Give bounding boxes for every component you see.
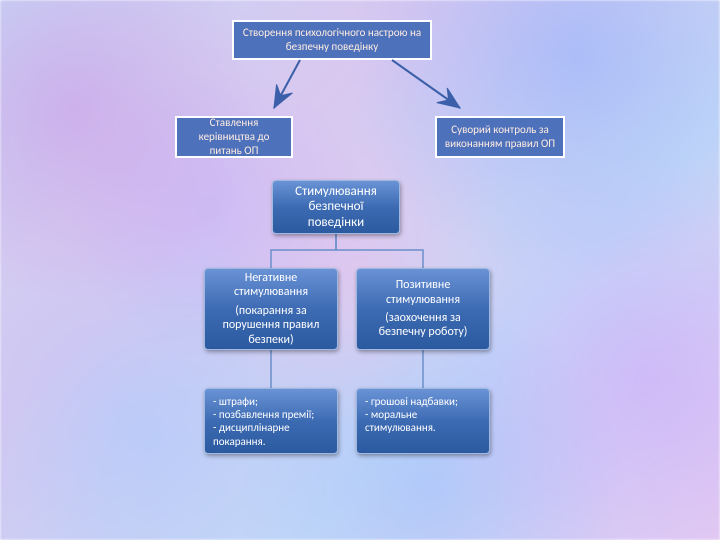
neg-leaf-1: - штрафи; (213, 395, 258, 408)
neg-leaf-2: - позбавлення премії; (213, 408, 314, 421)
positive-line1: Позитивне стимулювання (365, 278, 481, 307)
left-flat-box: Ставлення керівництва до питань ОП (175, 116, 293, 158)
center-box: Стимулювання безпечної поведінки (272, 180, 400, 234)
right-flat-box: Суворий контроль за виконанням правил ОП (435, 116, 565, 158)
negative-leaf-box: - штрафи; - позбавлення премії; - дисцип… (204, 388, 338, 454)
negative-box: Негативне стимулювання (покарання за пор… (204, 268, 338, 350)
top-box: Створення психологічного настрою на безп… (232, 20, 432, 60)
positive-leaf-box: - грошові надбавки; - моральне стимулюва… (356, 388, 490, 454)
negative-line2: (покарання за порушення правил безпеки) (213, 304, 329, 347)
neg-leaf-3: - дисциплінарне покарання. (213, 421, 329, 447)
positive-box: Позитивне стимулювання (заохочення за бе… (356, 268, 490, 350)
left-flat-text: Ставлення керівництва до питань ОП (183, 116, 285, 157)
pos-leaf-2: - моральне стимулювання. (365, 408, 481, 434)
right-flat-text: Суворий контроль за виконанням правил ОП (443, 123, 557, 151)
positive-line2: (заохочення за безпечну роботу) (365, 311, 481, 340)
pos-leaf-1: - грошові надбавки; (365, 395, 458, 408)
center-box-text: Стимулювання безпечної поведінки (281, 184, 391, 231)
negative-line1: Негативне стимулювання (213, 271, 329, 300)
top-box-text: Створення психологічного настрою на безп… (240, 26, 424, 54)
